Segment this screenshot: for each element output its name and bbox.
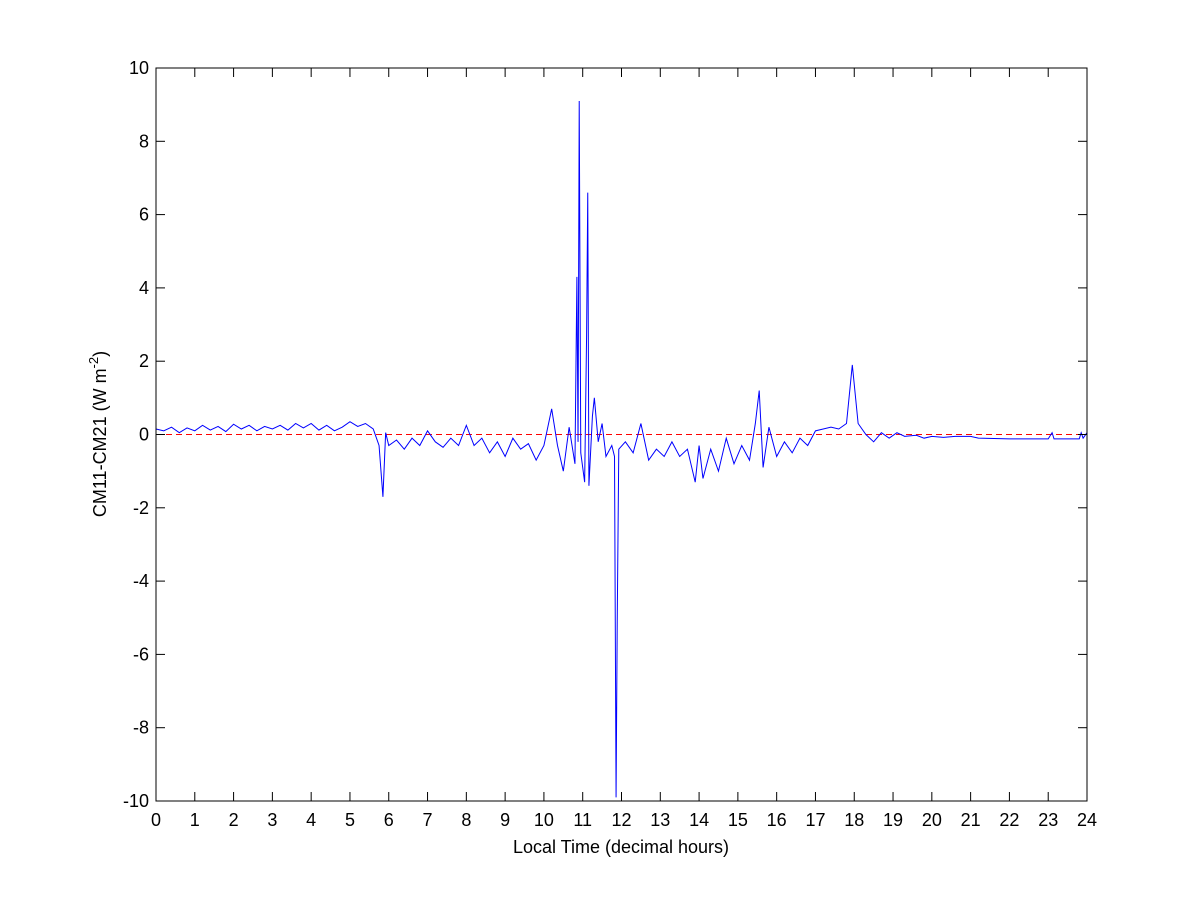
y-tick-label: 10 (129, 58, 149, 78)
y-tick-label: -8 (133, 718, 149, 738)
x-axis-label: Local Time (decimal hours) (513, 837, 729, 857)
x-tick-label: 9 (500, 810, 510, 830)
x-tick-label: 17 (805, 810, 825, 830)
x-tick-label: 0 (151, 810, 161, 830)
x-tick-label: 3 (267, 810, 277, 830)
x-tick-label: 14 (689, 810, 709, 830)
x-tick-label: 13 (650, 810, 670, 830)
x-tick-label: 18 (844, 810, 864, 830)
x-tick-label: 11 (573, 810, 592, 830)
y-tick-label: 8 (139, 131, 149, 151)
x-tick-label: 5 (345, 810, 355, 830)
y-tick-label: 0 (139, 425, 149, 445)
y-tick-label: -2 (133, 498, 149, 518)
x-tick-label: 16 (767, 810, 787, 830)
y-tick-label: -4 (133, 571, 149, 591)
x-tick-label: 12 (611, 810, 631, 830)
y-label-base: CM11-CM21 (W m (90, 368, 110, 517)
x-tick-label: 23 (1038, 810, 1058, 830)
y-tick-label: 6 (139, 205, 149, 225)
x-tick-label: 7 (423, 810, 433, 830)
x-tick-label: 21 (961, 810, 981, 830)
x-tick-label: 20 (922, 810, 942, 830)
y-tick-label: 2 (139, 351, 149, 371)
x-tick-label: 19 (883, 810, 903, 830)
x-tick-label: 15 (728, 810, 748, 830)
x-tick-label: 22 (999, 810, 1019, 830)
x-tick-label: 6 (384, 810, 394, 830)
x-tick-label: 2 (229, 810, 239, 830)
y-label-superscript: -2 (86, 357, 101, 369)
x-tick-label: 8 (461, 810, 471, 830)
x-tick-label: 4 (306, 810, 316, 830)
y-axis-label: CM11-CM21 (W m-2) (86, 351, 110, 517)
y-tick-label: -10 (123, 791, 149, 811)
x-tick-label: 1 (190, 810, 200, 830)
x-tick-label: 24 (1077, 810, 1097, 830)
y-tick-label: 4 (139, 278, 149, 298)
y-tick-label: -6 (133, 644, 149, 664)
x-tick-label: 10 (534, 810, 554, 830)
data-line (155, 100, 1088, 798)
y-label-end: ) (90, 351, 110, 357)
